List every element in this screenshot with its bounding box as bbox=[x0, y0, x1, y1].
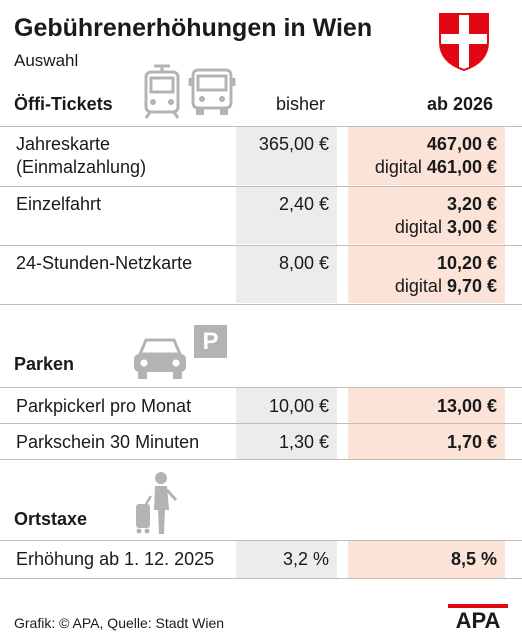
car-icon bbox=[134, 338, 186, 379]
row-label-line: Einzelfahrt bbox=[16, 194, 102, 214]
digital-prefix: digital bbox=[374, 157, 422, 177]
value-new: 1,70 € bbox=[348, 431, 497, 454]
row-label-ortstaxe: Erhöhung ab 1. 12. 2025 bbox=[16, 549, 215, 569]
divider bbox=[0, 245, 522, 246]
digital-prefix: digital bbox=[394, 217, 442, 237]
page-subtitle: Auswahl bbox=[14, 51, 79, 70]
value-new-amount: 1,70 € bbox=[446, 432, 497, 452]
row-label-line: Jahreskarte bbox=[16, 134, 111, 154]
divider bbox=[0, 540, 522, 541]
divider bbox=[0, 186, 522, 187]
cell-old-bg bbox=[236, 388, 337, 423]
value-new-amount: 467,00 € bbox=[426, 134, 497, 154]
cell-old-bg bbox=[236, 187, 337, 244]
value-new-amount: 8,5 % bbox=[450, 549, 497, 569]
value-new-digital-amount: 3,00 € bbox=[446, 217, 497, 237]
column-header-new: ab 2026 bbox=[426, 94, 493, 114]
row-label-jahreskarte: Jahreskarte (Einmalzahlung) bbox=[16, 133, 146, 179]
value-new: 467,00 € bbox=[348, 133, 497, 156]
value-new-digital-amount: 9,70 € bbox=[446, 276, 497, 296]
section-title-ortstaxe: Ortstaxe bbox=[14, 509, 88, 529]
section-title-oeffi: Öffi-Tickets bbox=[14, 94, 113, 114]
row-label-line: (Einmalzahlung) bbox=[16, 157, 147, 177]
value-new-amount: 3,20 € bbox=[446, 194, 497, 214]
value-old: 10,00 € bbox=[268, 396, 329, 416]
value-new-digital: digital 461,00 € bbox=[348, 156, 497, 179]
value-new-digital-amount: 461,00 € bbox=[426, 157, 497, 177]
value-new-digital: digital 3,00 € bbox=[348, 216, 497, 239]
divider bbox=[0, 423, 522, 424]
section-title-parken: Parken bbox=[14, 354, 75, 374]
divider bbox=[0, 126, 522, 127]
value-new: 3,20 € bbox=[348, 193, 497, 216]
column-header-old: bisher bbox=[275, 94, 325, 114]
value-new-digital: digital 9,70 € bbox=[348, 275, 497, 298]
value-old: 2,40 € bbox=[278, 194, 329, 214]
value-old: 365,00 € bbox=[258, 134, 329, 154]
bus-icon bbox=[188, 68, 236, 115]
cell-new-bg bbox=[348, 388, 505, 423]
cell-new-bg bbox=[348, 127, 505, 185]
tram-icon bbox=[144, 64, 180, 119]
traveler-with-suitcase-icon bbox=[136, 472, 178, 534]
vienna-coat-of-arms-icon bbox=[439, 13, 489, 72]
cell-new-bg bbox=[348, 187, 505, 244]
row-label-line: 24-Stunden-Netzkarte bbox=[16, 253, 193, 273]
parking-icon: P bbox=[194, 325, 227, 358]
value-new: 8,5 % bbox=[348, 548, 497, 571]
cell-old-bg bbox=[236, 246, 337, 303]
svg-text:APA: APA bbox=[456, 608, 501, 630]
cell-new-bg bbox=[348, 541, 505, 578]
value-new: 13,00 € bbox=[348, 395, 497, 418]
digital-prefix: digital bbox=[394, 276, 442, 296]
divider bbox=[0, 387, 522, 388]
cell-old-bg bbox=[236, 127, 337, 185]
value-old: 3,2 % bbox=[282, 549, 329, 569]
value-old: 8,00 € bbox=[278, 253, 329, 273]
cell-new-bg bbox=[348, 424, 505, 459]
apa-logo: APA bbox=[448, 604, 508, 630]
cell-new-bg bbox=[348, 246, 505, 303]
row-label-netzkarte: 24-Stunden-Netzkarte bbox=[16, 252, 192, 275]
row-label-einzelfahrt: Einzelfahrt bbox=[16, 193, 101, 216]
divider bbox=[0, 459, 522, 460]
page-title: Gebührenerhöhungen in Wien bbox=[14, 14, 373, 42]
value-new: 10,20 € bbox=[348, 252, 497, 275]
value-new-amount: 10,20 € bbox=[436, 253, 497, 273]
divider bbox=[0, 304, 522, 305]
source-credit: Grafik: © APA, Quelle: Stadt Wien bbox=[14, 615, 225, 631]
value-old: 1,30 € bbox=[278, 432, 329, 452]
cell-old-bg bbox=[236, 541, 337, 578]
row-label-parkschein: Parkschein 30 Minuten bbox=[16, 432, 200, 452]
cell-old-bg bbox=[236, 424, 337, 459]
row-label-parkpickerl: Parkpickerl pro Monat bbox=[16, 396, 192, 416]
divider bbox=[0, 578, 522, 579]
value-new-amount: 13,00 € bbox=[436, 396, 497, 416]
